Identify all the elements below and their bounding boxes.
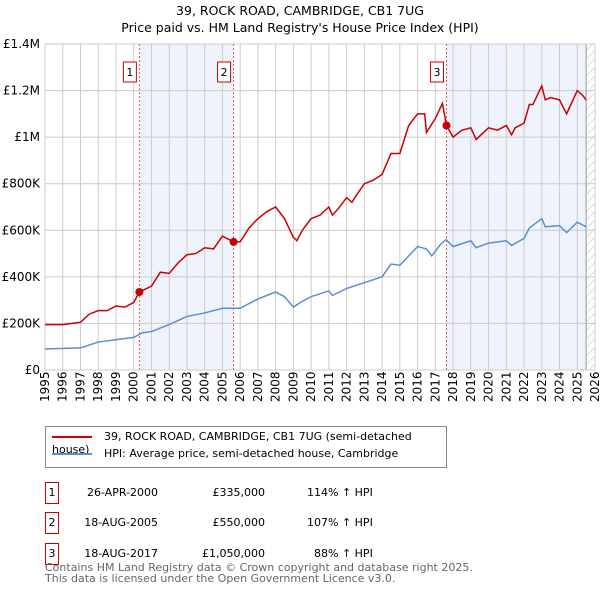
- sale-point: [135, 287, 144, 296]
- sale-price: £1,050,000: [202, 547, 265, 560]
- sale-date: 26-APR-2000: [86, 486, 158, 499]
- x-tick-label: 2016: [411, 371, 425, 402]
- y-tick-label: £1.2M: [3, 84, 40, 98]
- y-tick-label: £800K: [2, 177, 42, 191]
- x-tick-label: 2009: [286, 371, 300, 402]
- sale-label: 2: [221, 66, 228, 79]
- x-tick-label: 1999: [109, 371, 123, 402]
- x-tick-label: 1996: [56, 371, 70, 402]
- hpi-line: [44, 217, 587, 350]
- x-tick-label: 1997: [73, 371, 87, 402]
- sale-label: 3: [434, 66, 441, 79]
- x-tick-label: 2021: [499, 371, 513, 402]
- legend-swatch-hpi: [52, 453, 92, 455]
- x-tick-label: 2002: [162, 371, 176, 402]
- sale-point: [442, 121, 451, 130]
- sale-label-box: [430, 61, 444, 83]
- sale-number: 3: [45, 543, 59, 565]
- sale-label: 1: [126, 66, 133, 79]
- x-tick-label: 2017: [428, 371, 442, 402]
- sale-date: 18-AUG-2005: [84, 516, 158, 529]
- x-tick-label: 2012: [340, 371, 354, 402]
- x-tick-label: 2004: [198, 371, 212, 402]
- footer-line-2: This data is licensed under the Open Gov…: [45, 572, 396, 585]
- x-tick-label: 2019: [464, 371, 478, 402]
- x-tick-label: 2003: [180, 371, 194, 402]
- plot-border: [44, 43, 596, 371]
- y-tick-label: £200K: [2, 316, 42, 330]
- x-tick-label: 2024: [553, 371, 567, 402]
- sale-hpi-change: 114% ↑ HPI: [307, 486, 373, 499]
- x-tick-label: 2013: [357, 371, 371, 402]
- sale-price: £335,000: [212, 486, 266, 499]
- x-tick-label: 2015: [393, 371, 407, 402]
- x-tick-label: 2007: [251, 371, 265, 402]
- x-tick-label: 2020: [482, 371, 496, 402]
- legend-item-hpi: HPI: Average price, semi-detached house,…: [52, 447, 398, 460]
- x-tick-label: 2006: [233, 371, 247, 402]
- sale-price: £550,000: [212, 516, 266, 529]
- sale-label-box: [217, 61, 232, 83]
- shaded-range-2: [446, 44, 587, 370]
- chart-plot: 1995 1996 1997 1998 1999 2000 2001 2002 2003 2004…: [2, 37, 600, 402]
- x-tick-label: 2014: [375, 371, 389, 402]
- y-tick-label: £0: [25, 363, 40, 377]
- legend-swatch-property: [52, 436, 92, 438]
- footer-line-1: Contains HM Land Registry data © Crown c…: [45, 561, 473, 574]
- legend-label-hpi: HPI: Average price, semi-detached house,…: [104, 447, 399, 460]
- legend-item-property: 39, ROCK ROAD, CAMBRIDGE, CB1 7UG (semi-…: [52, 430, 446, 456]
- chart-subtitle: Price paid vs. HM Land Registry's House …: [121, 20, 479, 35]
- y-tick-label: £600K: [2, 223, 42, 237]
- x-tick-label: 2022: [517, 371, 531, 402]
- sale-hpi-change: 107% ↑ HPI: [307, 516, 373, 529]
- x-tick-label: 2005: [215, 371, 229, 402]
- sale-point: [229, 237, 238, 246]
- property-price-line: [45, 83, 587, 326]
- y-tick-label: £400K: [2, 270, 42, 284]
- x-tick-label: 2018: [446, 371, 460, 402]
- x-tick-label: 2011: [322, 371, 336, 402]
- legend: 39, ROCK ROAD, CAMBRIDGE, CB1 7UG (semi-…: [45, 426, 447, 468]
- chart-title: 39, ROCK ROAD, CAMBRIDGE, CB1 7UG: [176, 3, 424, 18]
- sale-label-box: [122, 61, 137, 83]
- x-tick-label: 1998: [91, 371, 105, 402]
- sale-number: 2: [45, 512, 59, 534]
- x-tick-label: 2008: [269, 371, 283, 402]
- legend-label-property: 39, ROCK ROAD, CAMBRIDGE, CB1 7UG (semi-…: [52, 430, 412, 456]
- x-tick-label: 2010: [304, 371, 318, 402]
- x-tick-label: 2023: [535, 371, 549, 402]
- future-hatch: [586, 44, 595, 370]
- x-tick-label: 2001: [144, 371, 158, 402]
- y-tick-label: £1M: [14, 130, 40, 144]
- y-tick-label: £1.4M: [3, 37, 40, 51]
- sale-number: 1: [45, 482, 59, 504]
- x-tick-label: 2026: [588, 371, 600, 402]
- sale-date: 18-AUG-2017: [84, 547, 158, 560]
- sale-hpi-change: 88% ↑ HPI: [314, 547, 373, 560]
- x-tick-label: 2000: [127, 371, 141, 402]
- x-tick-label: 1995: [38, 371, 52, 402]
- x-tick-label: 2025: [570, 371, 584, 402]
